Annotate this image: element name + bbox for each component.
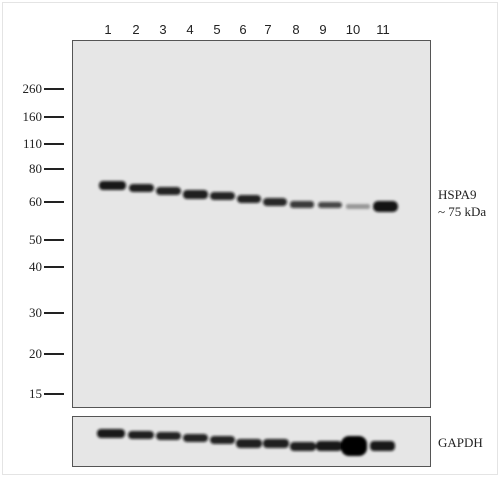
lane-number: 7: [264, 22, 272, 37]
hspa9-blot-panel: [72, 40, 431, 408]
hspa9-bands: [99, 181, 398, 212]
marker-label: 60: [29, 194, 42, 209]
hspa9-band: [290, 201, 314, 208]
hspa9-band: [373, 201, 398, 212]
hspa9-band: [156, 187, 181, 195]
marker-tick: [44, 266, 64, 268]
hspa9-band: [99, 181, 126, 190]
hspa9-band: [263, 198, 287, 206]
lane-number: 11: [376, 22, 390, 37]
hspa9-band: [183, 190, 208, 199]
marker-label: 160: [22, 109, 43, 124]
lane-number: 3: [159, 22, 167, 37]
target-label: HSPA9 ~ 75 kDa: [438, 186, 486, 220]
marker-tick: [44, 116, 64, 118]
marker-tick: [44, 239, 64, 241]
marker-tick: [44, 353, 64, 355]
marker-tick: [44, 393, 64, 395]
lane-number: 5: [213, 22, 221, 37]
marker-label: 80: [29, 161, 42, 176]
gapdh-band: [97, 429, 125, 438]
loading-control-label: GAPDH: [438, 435, 483, 450]
gapdh-band: [263, 439, 289, 448]
lane-number: 6: [239, 22, 247, 37]
marker-tick: [44, 201, 64, 203]
target-size: ~ 75 kDa: [438, 204, 487, 219]
lane-number: 1: [104, 22, 112, 37]
marker-label: 30: [29, 305, 42, 320]
hspa9-band: [318, 202, 342, 208]
hspa9-band: [346, 204, 370, 209]
marker-tick: [44, 88, 64, 90]
gapdh-band: [156, 432, 181, 440]
lane-number: 4: [186, 22, 194, 37]
lane-number: 10: [345, 22, 361, 37]
marker-tick: [44, 312, 64, 314]
marker-tick: [44, 168, 64, 170]
gapdh-band: [290, 442, 316, 451]
gapdh-band: [370, 441, 395, 451]
gapdh-band: [210, 436, 235, 444]
gapdh-band: [128, 431, 154, 439]
marker-label: 20: [29, 346, 42, 361]
marker-label: 110: [22, 136, 42, 151]
gapdh-band: [236, 439, 262, 448]
gapdh-band: [316, 441, 342, 451]
lane-number: 8: [292, 22, 300, 37]
hspa9-band: [237, 195, 261, 203]
hspa9-band: [210, 192, 235, 200]
marker-label: 260: [22, 81, 43, 96]
marker-tick: [44, 143, 64, 145]
marker-label: 40: [29, 259, 42, 274]
marker-label: 15: [29, 386, 42, 401]
gapdh-band: [183, 434, 208, 442]
hspa9-band: [129, 184, 154, 192]
gapdh-band: [341, 436, 367, 456]
target-name: HSPA9: [438, 187, 477, 202]
gapdh-bands: [97, 429, 395, 456]
marker-label: 50: [29, 232, 42, 247]
lane-number: 2: [132, 22, 140, 37]
lane-number: 9: [319, 22, 327, 37]
